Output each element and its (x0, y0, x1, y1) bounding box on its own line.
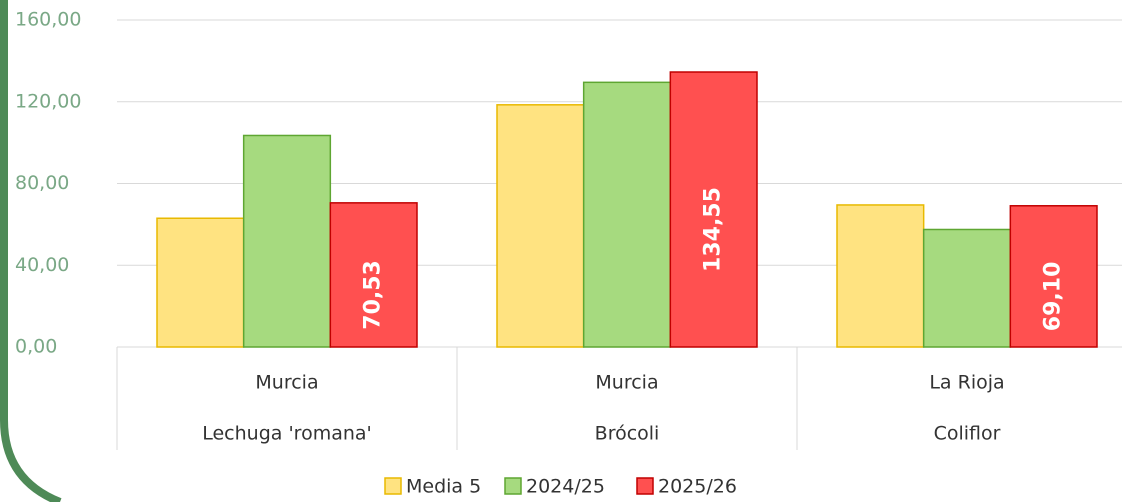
legend-swatch (384, 477, 402, 495)
bar (329, 202, 418, 348)
y-tick-label: 40,00 (15, 254, 69, 276)
value-label: 134,55 (701, 187, 726, 272)
legend-label: 2024/25 (526, 476, 605, 498)
bar (922, 228, 1012, 348)
legend-swatch (636, 477, 654, 495)
y-tick-label: 0,00 (15, 336, 57, 358)
legend-label: 2025/26 (658, 476, 737, 498)
bar (242, 134, 332, 348)
region-label: Murcia (255, 372, 318, 394)
bar (496, 104, 585, 348)
region-label: Murcia (595, 372, 658, 394)
frame-border (0, 0, 62, 502)
legend-label: Media 5 (406, 476, 481, 498)
x-tick-label: Brócoli (595, 423, 660, 445)
bar (836, 204, 925, 348)
bar (156, 217, 245, 348)
x-tick-label: Coliflor (934, 423, 1001, 445)
value-label: 70,53 (361, 260, 386, 330)
y-tick-label: 120,00 (15, 90, 81, 112)
bar (582, 81, 672, 348)
bar (669, 71, 758, 348)
y-tick-label: 80,00 (15, 172, 69, 194)
legend-swatch (504, 477, 522, 495)
value-label: 69,10 (1041, 262, 1066, 332)
x-tick-label: Lechuga 'romana' (202, 423, 372, 445)
bar (1009, 205, 1098, 348)
y-tick-label: 160,00 (15, 9, 81, 31)
region-label: La Rioja (929, 372, 1004, 394)
